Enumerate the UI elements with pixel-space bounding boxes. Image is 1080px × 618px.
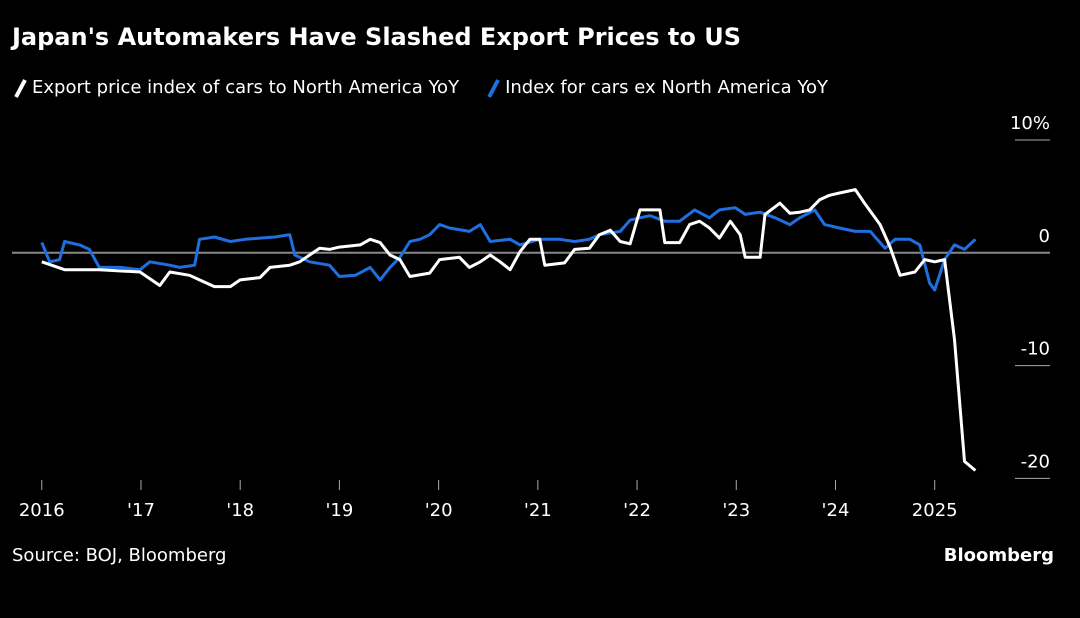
series-line bbox=[41, 188, 977, 472]
x-tick-label: '22 bbox=[623, 500, 651, 521]
legend-label: Export price index of cars to North Amer… bbox=[32, 77, 460, 98]
y-tick-label: 10% bbox=[1010, 113, 1050, 134]
legend-label: Index for cars ex North America YoY bbox=[505, 77, 829, 98]
x-tick-label: '21 bbox=[524, 500, 552, 521]
x-tick-label: '24 bbox=[822, 500, 850, 521]
legend-swatch bbox=[487, 79, 500, 98]
x-tick-label: 2016 bbox=[19, 500, 65, 521]
x-tick-label: 2025 bbox=[912, 500, 958, 521]
legend-swatch bbox=[14, 79, 27, 98]
y-tick-label: -10 bbox=[1021, 339, 1050, 360]
y-tick-label: -20 bbox=[1021, 451, 1050, 472]
x-tick-label: '17 bbox=[127, 500, 155, 521]
series-line bbox=[40, 206, 977, 292]
x-tick-label: '23 bbox=[722, 500, 750, 521]
x-tick-label: '19 bbox=[325, 500, 353, 521]
source: Source: BOJ, Bloomberg bbox=[12, 545, 226, 566]
y-tick-label: 0 bbox=[1039, 226, 1050, 247]
brand: Bloomberg bbox=[944, 545, 1054, 566]
x-tick-label: '18 bbox=[226, 500, 254, 521]
x-tick-label: '20 bbox=[425, 500, 453, 521]
chart-title: Japan's Automakers Have Slashed Export P… bbox=[10, 23, 741, 51]
